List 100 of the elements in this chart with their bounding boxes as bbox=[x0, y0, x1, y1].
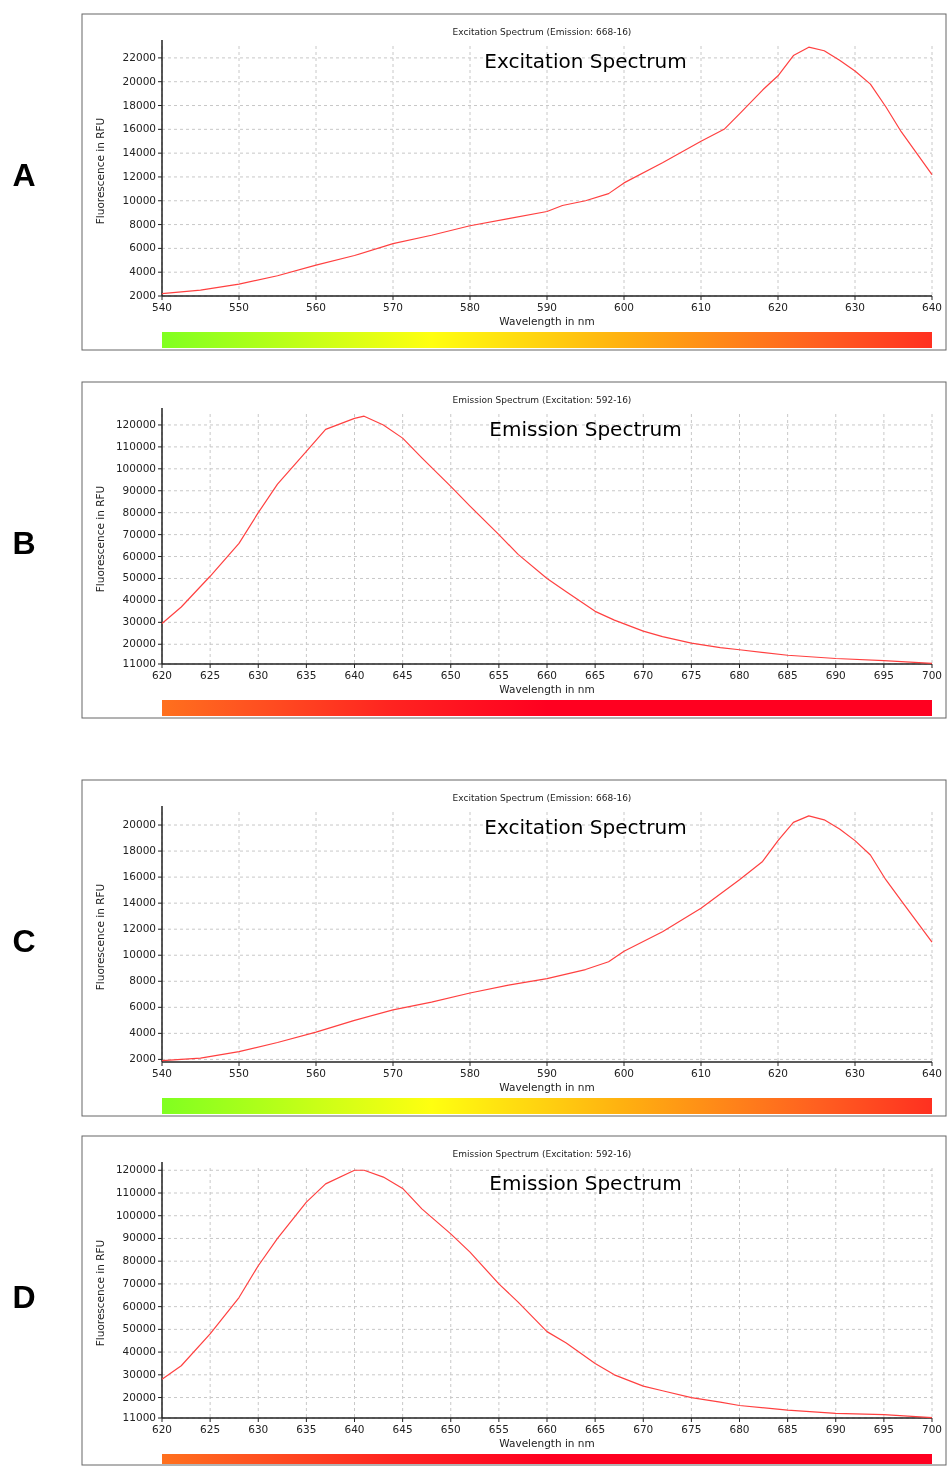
y-tick-label: 100000 bbox=[115, 461, 156, 474]
text: B bbox=[12, 525, 36, 562]
y-tick-label: 120000 bbox=[115, 417, 156, 430]
y-tick-label: 110000 bbox=[115, 1186, 156, 1198]
x-tick-label: 620 bbox=[767, 301, 789, 313]
y-tick-label: 50000 bbox=[122, 1322, 156, 1335]
y-tick-label: 8000 bbox=[129, 217, 156, 230]
x-tick-label: 680 bbox=[729, 669, 750, 681]
x-tick-label: 620 bbox=[151, 669, 173, 681]
x-tick-label: 670 bbox=[633, 669, 654, 681]
x-tick-label: 690 bbox=[825, 669, 846, 681]
x-tick-label: 665 bbox=[585, 669, 606, 681]
x-tick-label: 630 bbox=[248, 1423, 269, 1435]
y-tick-label: 4000 bbox=[129, 1026, 156, 1039]
x-tick-label: 645 bbox=[392, 1423, 413, 1435]
chart-title: Emission Spectrum (Excitation: 592-16) bbox=[452, 395, 632, 405]
x-axis-title: Wavelength in nm bbox=[499, 1437, 595, 1449]
x-tick-label: 700 bbox=[921, 1423, 943, 1435]
y-tick-label: 30000 bbox=[122, 1367, 156, 1380]
y-tick-label: 12000 bbox=[122, 169, 156, 182]
x-tick-label: 630 bbox=[844, 1067, 866, 1079]
x-tick-label: 650 bbox=[440, 1423, 461, 1435]
y-tick-label: 14000 bbox=[122, 896, 156, 909]
x-tick-label: 540 bbox=[151, 301, 173, 313]
x-tick-label: 640 bbox=[344, 1423, 365, 1435]
x-tick-label: 700 bbox=[921, 669, 943, 681]
x-tick-label: 620 bbox=[767, 1067, 789, 1079]
x-tick-label: 625 bbox=[200, 669, 221, 681]
y-tick-label: 20000 bbox=[122, 74, 156, 87]
y-tick-label: 60000 bbox=[122, 549, 156, 562]
text: D bbox=[12, 1279, 36, 1316]
y-axis-title: Fluorescence in RFU bbox=[94, 1239, 106, 1347]
x-tick-label: 600 bbox=[613, 301, 635, 313]
chart-title: Emission Spectrum (Excitation: 592-16) bbox=[452, 1149, 632, 1159]
x-tick-label: 630 bbox=[248, 669, 269, 681]
x-tick-label: 665 bbox=[585, 1423, 606, 1435]
y-tick-label: 10000 bbox=[122, 193, 156, 206]
x-tick-label: 635 bbox=[296, 669, 317, 681]
y-tick-label: 90000 bbox=[122, 1231, 156, 1244]
x-tick-label: 645 bbox=[392, 669, 413, 681]
x-tick-label: 625 bbox=[200, 1423, 221, 1435]
y-tick-label: 11000 bbox=[122, 657, 156, 669]
y-tick-label: 14000 bbox=[122, 146, 156, 159]
y-tick-label: 6000 bbox=[129, 241, 156, 254]
x-tick-label: 675 bbox=[681, 669, 702, 681]
x-axis-title: Wavelength in nm bbox=[499, 1081, 595, 1093]
x-tick-label: 600 bbox=[613, 1067, 635, 1079]
y-tick-label: 6000 bbox=[129, 1000, 156, 1013]
y-tick-label: 40000 bbox=[122, 1345, 156, 1358]
x-tick-label: 590 bbox=[536, 301, 558, 313]
x-tick-label: 630 bbox=[844, 301, 866, 313]
x-tick-label: 580 bbox=[459, 301, 481, 313]
annotation: Emission Spectrum bbox=[489, 417, 682, 441]
y-tick-label: 40000 bbox=[122, 593, 156, 606]
y-tick-label: 10000 bbox=[122, 948, 156, 961]
y-tick-label: 120000 bbox=[115, 1163, 156, 1176]
y-tick-label: 50000 bbox=[122, 571, 156, 584]
y-tick-label: 2000 bbox=[129, 1052, 156, 1065]
x-tick-label: 680 bbox=[729, 1423, 750, 1435]
x-tick-label: 640 bbox=[344, 669, 365, 681]
y-tick-label: 2000 bbox=[129, 289, 156, 301]
x-axis-title: Wavelength in nm bbox=[499, 315, 595, 327]
y-tick-label: 80000 bbox=[122, 505, 156, 518]
x-tick-label: 570 bbox=[382, 301, 404, 313]
y-tick-label: 60000 bbox=[122, 1299, 156, 1312]
x-tick-label: 590 bbox=[536, 1067, 558, 1079]
x-tick-label: 560 bbox=[305, 301, 327, 313]
chart-title: Excitation Spectrum (Emission: 668-16) bbox=[452, 793, 632, 803]
y-axis-title: Fluorescence in RFU bbox=[94, 117, 106, 225]
x-tick-label: 695 bbox=[873, 1423, 894, 1435]
x-tick-label: 580 bbox=[459, 1067, 481, 1079]
annotation: Emission Spectrum bbox=[489, 1171, 682, 1195]
x-tick-label: 620 bbox=[151, 1423, 173, 1435]
x-tick-label: 610 bbox=[690, 301, 712, 313]
x-tick-label: 570 bbox=[382, 1067, 404, 1079]
text: C bbox=[12, 923, 36, 960]
y-tick-label: 12000 bbox=[122, 922, 156, 935]
y-tick-label: 70000 bbox=[122, 527, 156, 540]
x-tick-label: 670 bbox=[633, 1423, 654, 1435]
x-tick-label: 655 bbox=[488, 669, 509, 681]
y-tick-label: 20000 bbox=[122, 637, 156, 650]
y-tick-label: 22000 bbox=[122, 50, 156, 63]
x-tick-label: 660 bbox=[536, 669, 558, 681]
x-tick-label: 695 bbox=[873, 669, 894, 681]
x-tick-label: 690 bbox=[825, 1423, 846, 1435]
x-tick-label: 550 bbox=[228, 301, 250, 313]
y-tick-label: 18000 bbox=[122, 98, 156, 111]
x-tick-label: 560 bbox=[305, 1067, 327, 1079]
y-tick-label: 30000 bbox=[122, 615, 156, 628]
x-tick-label: 675 bbox=[681, 1423, 702, 1435]
x-tick-label: 650 bbox=[440, 669, 461, 681]
x-tick-label: 540 bbox=[151, 1067, 173, 1079]
x-tick-label: 685 bbox=[777, 1423, 798, 1435]
x-tick-label: 660 bbox=[536, 1423, 558, 1435]
y-tick-label: 70000 bbox=[122, 1276, 156, 1289]
y-tick-label: 16000 bbox=[122, 870, 156, 883]
chart-title: Excitation Spectrum (Emission: 668-16) bbox=[452, 27, 632, 37]
y-tick-label: 90000 bbox=[122, 483, 156, 496]
y-tick-label: 4000 bbox=[129, 265, 156, 278]
x-tick-label: 655 bbox=[488, 1423, 509, 1435]
